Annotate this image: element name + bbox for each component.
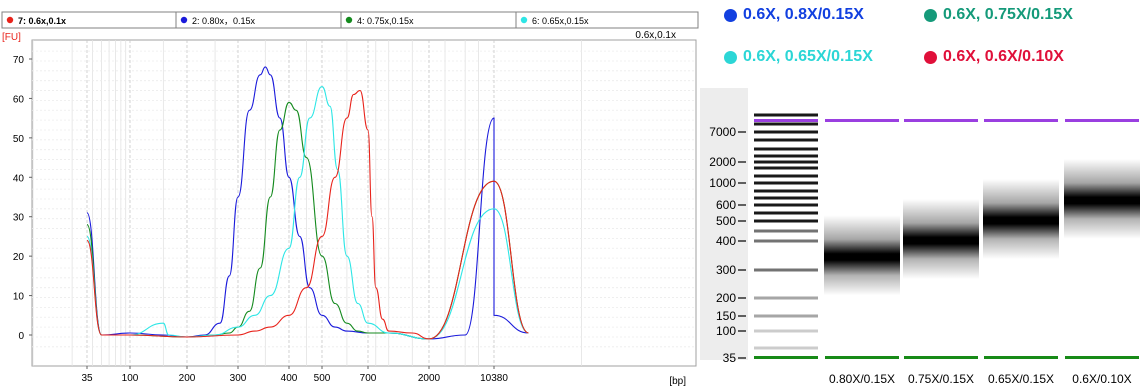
gel-legend-dot [724, 50, 737, 64]
upper-marker [904, 119, 978, 122]
ladder-band [754, 346, 818, 350]
ladder-size-label: 100 [716, 324, 736, 338]
lower-marker [825, 356, 899, 359]
lane-label: 0.75X/0.15X [908, 372, 974, 386]
legend-marker [345, 16, 353, 24]
lane-label: 0.6X/0.10X [1072, 372, 1131, 386]
x-tick-label: 200 [179, 373, 196, 384]
ladder-band [754, 219, 818, 223]
ladder-band [754, 268, 818, 272]
ladder-size-label: 400 [716, 234, 736, 248]
ladder-band [754, 196, 818, 200]
ladder-size-label: 1000 [709, 176, 736, 190]
upper-marker [984, 119, 1058, 122]
gel-legend-item: 0.6X, 0.8X/0.15X [724, 6, 864, 24]
ladder-size-label: 150 [716, 309, 736, 323]
ladder-size-label: 200 [716, 291, 736, 305]
gel-legend-dot [924, 50, 937, 64]
gel-legend-label: 0.6X, 0.6X/0.10X [943, 48, 1064, 65]
plot-frame [31, 39, 697, 367]
legend-label: 4: 0.75x,0.15x [357, 16, 414, 26]
x-tick-label: 100 [122, 373, 139, 384]
ladder-band [754, 160, 818, 164]
lower-marker [1065, 356, 1139, 359]
ladder-band [754, 296, 818, 300]
x-tick-label: 35 [81, 373, 93, 384]
gel-legend-item: 0.6X, 0.75X/0.15X [924, 6, 1073, 24]
gel-legend-label: 0.6X, 0.75X/0.15X [943, 6, 1073, 23]
ladder-band [754, 189, 818, 193]
gel-legend-dot [924, 8, 937, 22]
gel-legend-item: 0.6X, 0.6X/0.10X [924, 48, 1064, 66]
ladder-band [754, 174, 818, 178]
y-tick-label: 40 [13, 173, 25, 184]
lower-marker [904, 356, 978, 359]
y-axis-label: [FU] [2, 32, 21, 43]
y-tick-label: 0 [18, 331, 24, 342]
sample-band [903, 199, 979, 279]
x-tick-label: 2000 [418, 373, 441, 384]
sample-band [824, 215, 900, 296]
x-tick-label: 300 [230, 373, 247, 384]
gel-legend-label: 0.6X, 0.65X/0.15X [743, 48, 873, 65]
electropherogram: 7: 0.6x,0.1x 2: 0.80x，0.15x 4: 0.75x,0.15x… [1, 11, 699, 387]
legend-label: 6: 0.65x,0.15x [532, 16, 589, 26]
series-line-2 [86, 86, 529, 340]
series-line-3 [86, 89, 529, 340]
ladder-band [754, 314, 818, 318]
ladder-band [754, 147, 818, 151]
y-tick-label: 20 [13, 252, 25, 263]
x-tick-label: 500 [314, 373, 331, 384]
y-tick-label: 30 [13, 213, 25, 224]
ladder-lower-marker [754, 356, 818, 359]
ladder-band [754, 138, 818, 142]
ladder-band [754, 229, 818, 233]
sample-band [983, 179, 1059, 259]
gel-legend-item: 0.6X, 0.65X/0.15X [724, 48, 873, 66]
ladder-band [754, 113, 818, 117]
ladder-band [754, 122, 818, 126]
ladder-band [754, 329, 818, 333]
lower-marker [984, 356, 1058, 359]
ladder-band [754, 181, 818, 185]
y-tick-label: 50 [13, 134, 25, 145]
legend-marker [520, 16, 528, 24]
gel-legend: 0.6X, 0.8X/0.15X 0.6X, 0.75X/0.15X 0.6X, 0… [718, 0, 1146, 80]
y-tick-label: 60 [13, 94, 25, 105]
ladder-size-label: 7000 [709, 125, 736, 139]
gel-legend-label: 0.6X, 0.8X/0.15X [743, 6, 864, 23]
upper-marker [825, 119, 899, 122]
ladder-label-bg [700, 88, 748, 360]
legend-marker [180, 16, 188, 24]
ladder-size-label: 35 [723, 351, 737, 365]
ladder-lane [750, 88, 822, 360]
upper-marker [1065, 119, 1139, 122]
x-tick-label: 400 [281, 373, 298, 384]
y-tick-label: 10 [13, 292, 25, 303]
ladder-band [754, 166, 818, 170]
ladder-upper-marker [754, 119, 818, 122]
x-axis-label: [bp] [669, 376, 686, 387]
ladder-size-label: 300 [716, 263, 736, 277]
legend-marker [6, 16, 14, 24]
legend-label: 2: 0.80x，0.15x [192, 16, 256, 26]
lane-label: 0.80X/0.15X [829, 372, 895, 386]
lane-label: 0.65X/0.15X [988, 372, 1054, 386]
legend-label: 7: 0.6x,0.1x [18, 16, 66, 26]
gel-legend-dot [724, 8, 737, 22]
ladder-size-label: 2000 [709, 155, 736, 169]
ladder-band [754, 130, 818, 134]
plot-corner-label: 0.6x,0.1x [635, 30, 676, 41]
ladder-band [754, 203, 818, 207]
x-tick-label: 10380 [480, 373, 508, 384]
ladder-band [754, 211, 818, 215]
x-tick-label: 700 [360, 373, 377, 384]
ladder-band [754, 154, 818, 158]
ladder-band [754, 239, 818, 243]
sample-band [1064, 158, 1140, 239]
y-tick-label: 70 [13, 55, 25, 66]
ladder-size-label: 500 [716, 214, 736, 228]
ladder-size-label: 600 [716, 198, 736, 212]
